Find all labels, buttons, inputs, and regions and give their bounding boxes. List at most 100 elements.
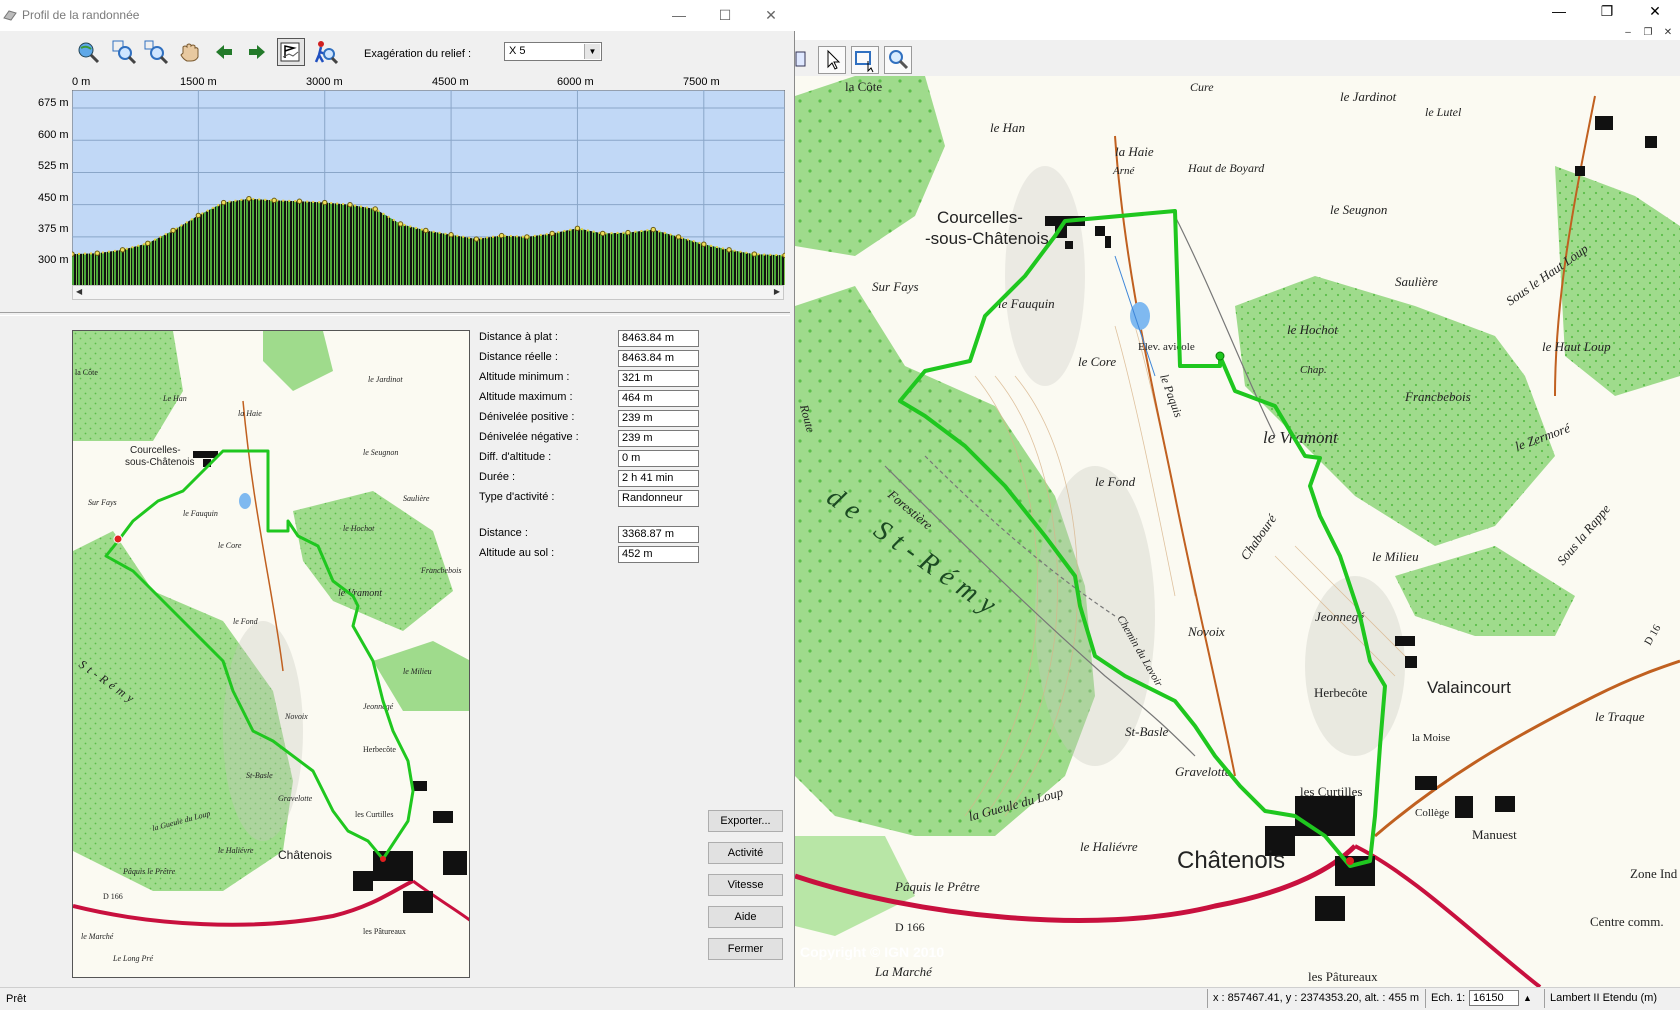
profile-point (246, 195, 252, 202)
mini-map-label: D 166 (103, 892, 123, 901)
mini-map-label: Jeonnegé (363, 702, 394, 711)
profile-point (296, 198, 303, 204)
main-map-canvas[interactable]: la Côte Cure le Jardinot le Lutel le Han… (795, 76, 1680, 987)
map-label: Chap. (1300, 364, 1327, 376)
map-label: le Vramont (1263, 428, 1339, 447)
mini-map-label: la Côte (75, 368, 98, 377)
map-label: Herbecôte (1314, 685, 1368, 700)
profile-horizontal-scrollbar[interactable]: ◀ ▶ (72, 285, 784, 300)
map-label: Elev. avicole (1138, 341, 1195, 353)
map-label: les Pâtureaux (1308, 969, 1378, 984)
stat-label: Diff. d'altitude : (479, 451, 552, 463)
previous-button[interactable] (210, 38, 238, 66)
x-tick-label: 6000 m (557, 76, 594, 88)
map-copyright: Copyright © IGN 2010 (800, 944, 944, 960)
mdi-restore-button[interactable]: ❐ (1643, 26, 1653, 38)
stat-value[interactable]: 321 m (618, 370, 699, 387)
mini-map-label: les Pâtureaux (363, 927, 406, 936)
map-label: le Jardinot (1340, 89, 1397, 104)
splitter[interactable] (0, 312, 790, 316)
zoom-out-button[interactable] (142, 38, 170, 66)
map-label: le Haliévre (1080, 839, 1138, 854)
map-label: Francbebois (1404, 389, 1471, 404)
mdi-close-button[interactable]: ✕ (1663, 26, 1673, 38)
profile-mode-button[interactable] (277, 38, 305, 66)
profile-close-button[interactable]: ✕ (765, 6, 777, 23)
document-icon[interactable] (795, 46, 807, 72)
y-tick-label: 600 m (38, 129, 69, 141)
export-button[interactable]: Exporter... (708, 810, 783, 832)
zoom-tool-button[interactable] (884, 46, 912, 74)
stat-label: Type d'activité : (479, 491, 555, 503)
stat-value[interactable]: Randonneur (618, 490, 699, 507)
mini-map-label: Gravelotte (278, 794, 313, 803)
hiker-zoom-button[interactable] (311, 38, 339, 66)
map-label: St-Basle (1125, 724, 1169, 739)
stat-label: Dénivelée négative : (479, 431, 579, 443)
pointer-tool-button[interactable] (818, 46, 846, 74)
mini-map[interactable]: la Côte Le Han la Haie le Jardinot Courc… (72, 330, 470, 978)
elevation-profile-chart[interactable] (69, 89, 788, 286)
mdi-minimize-button[interactable]: – (1625, 26, 1631, 38)
mini-map-canvas[interactable]: la Côte Le Han la Haie le Jardinot Courc… (73, 331, 470, 978)
map-label: le Fond (1095, 474, 1136, 489)
profile-maximize-button[interactable]: ☐ (718, 6, 732, 23)
scale-label: Ech. 1: (1425, 989, 1469, 1008)
zoom-in-button[interactable] (110, 38, 138, 66)
select-rectangle-tool-button[interactable] (851, 46, 879, 74)
stat-value[interactable]: 239 m (618, 430, 699, 447)
scroll-left-icon[interactable]: ◀ (76, 287, 83, 296)
profile-point (170, 227, 176, 234)
exaggeration-select[interactable]: X 5 ▼ (504, 42, 602, 61)
stat-value[interactable]: 464 m (618, 390, 699, 407)
mini-map-label: le Vramont (338, 588, 382, 599)
stat-value[interactable]: 2 h 41 min (618, 470, 699, 487)
speed-button[interactable]: Vitesse (708, 874, 783, 896)
hand-pan-icon (180, 43, 199, 62)
mini-map-label: le Haliévre (218, 846, 254, 855)
map-label: Centre comm. (1590, 914, 1664, 929)
stat-value[interactable]: 452 m (618, 546, 699, 563)
map-label: le Traque (1595, 709, 1645, 724)
next-button[interactable] (243, 38, 271, 66)
y-tick-label: 525 m (38, 160, 69, 172)
stat-label: Altitude minimum : (479, 371, 570, 383)
stat-value[interactable]: 8463.84 m (618, 350, 699, 367)
y-tick-label: 375 m (38, 223, 69, 235)
profile-point (701, 241, 707, 247)
close-button[interactable]: Fermer (708, 938, 783, 960)
zoom-extent-button[interactable] (74, 38, 102, 66)
y-tick-label: 300 m (38, 254, 69, 266)
scale-spin-up-icon[interactable]: ▲ (1523, 993, 1532, 1003)
mini-map-label: Courcelles- (130, 445, 181, 456)
mini-map-label: les Curtilles (355, 810, 393, 819)
profile-flag-icon (280, 42, 300, 62)
scroll-right-icon[interactable]: ▶ (773, 287, 780, 296)
profile-point (600, 230, 606, 237)
stat-label: Distance réelle : (479, 351, 558, 363)
stat-value[interactable]: 239 m (618, 410, 699, 427)
stat-value[interactable]: 3368.87 m (618, 526, 699, 543)
mini-map-label: Le Han (162, 394, 187, 403)
main-restore-button[interactable]: ❐ (1600, 2, 1614, 19)
stat-value[interactable]: 0 m (618, 450, 699, 467)
mini-map-label: la Haie (238, 409, 262, 418)
main-close-button[interactable]: ✕ (1649, 2, 1661, 19)
profile-window-titlebar[interactable]: Profil de la randonnée (0, 0, 795, 31)
mini-map-label: sous-Châtenois (125, 457, 194, 468)
map-label: Saulière (1395, 274, 1438, 289)
main-map[interactable]: la Côte Cure le Jardinot le Lutel le Han… (795, 76, 1680, 987)
profile-minimize-button[interactable]: — (672, 7, 686, 23)
elevation-profile-svg[interactable] (69, 89, 788, 286)
main-minimize-button[interactable]: — (1552, 3, 1566, 19)
activity-button[interactable]: Activité (708, 842, 783, 864)
help-button[interactable]: Aide (708, 906, 783, 928)
scale-input[interactable]: 16150 (1469, 990, 1519, 1006)
map-label: Cure (1190, 80, 1214, 94)
stat-value[interactable]: 8463.84 m (618, 330, 699, 347)
arrow-left-icon (216, 45, 232, 59)
chevron-down-icon[interactable]: ▼ (584, 44, 600, 59)
profile-point (372, 206, 378, 212)
pan-button[interactable] (176, 38, 204, 66)
hiker-zoom-icon (314, 41, 338, 65)
